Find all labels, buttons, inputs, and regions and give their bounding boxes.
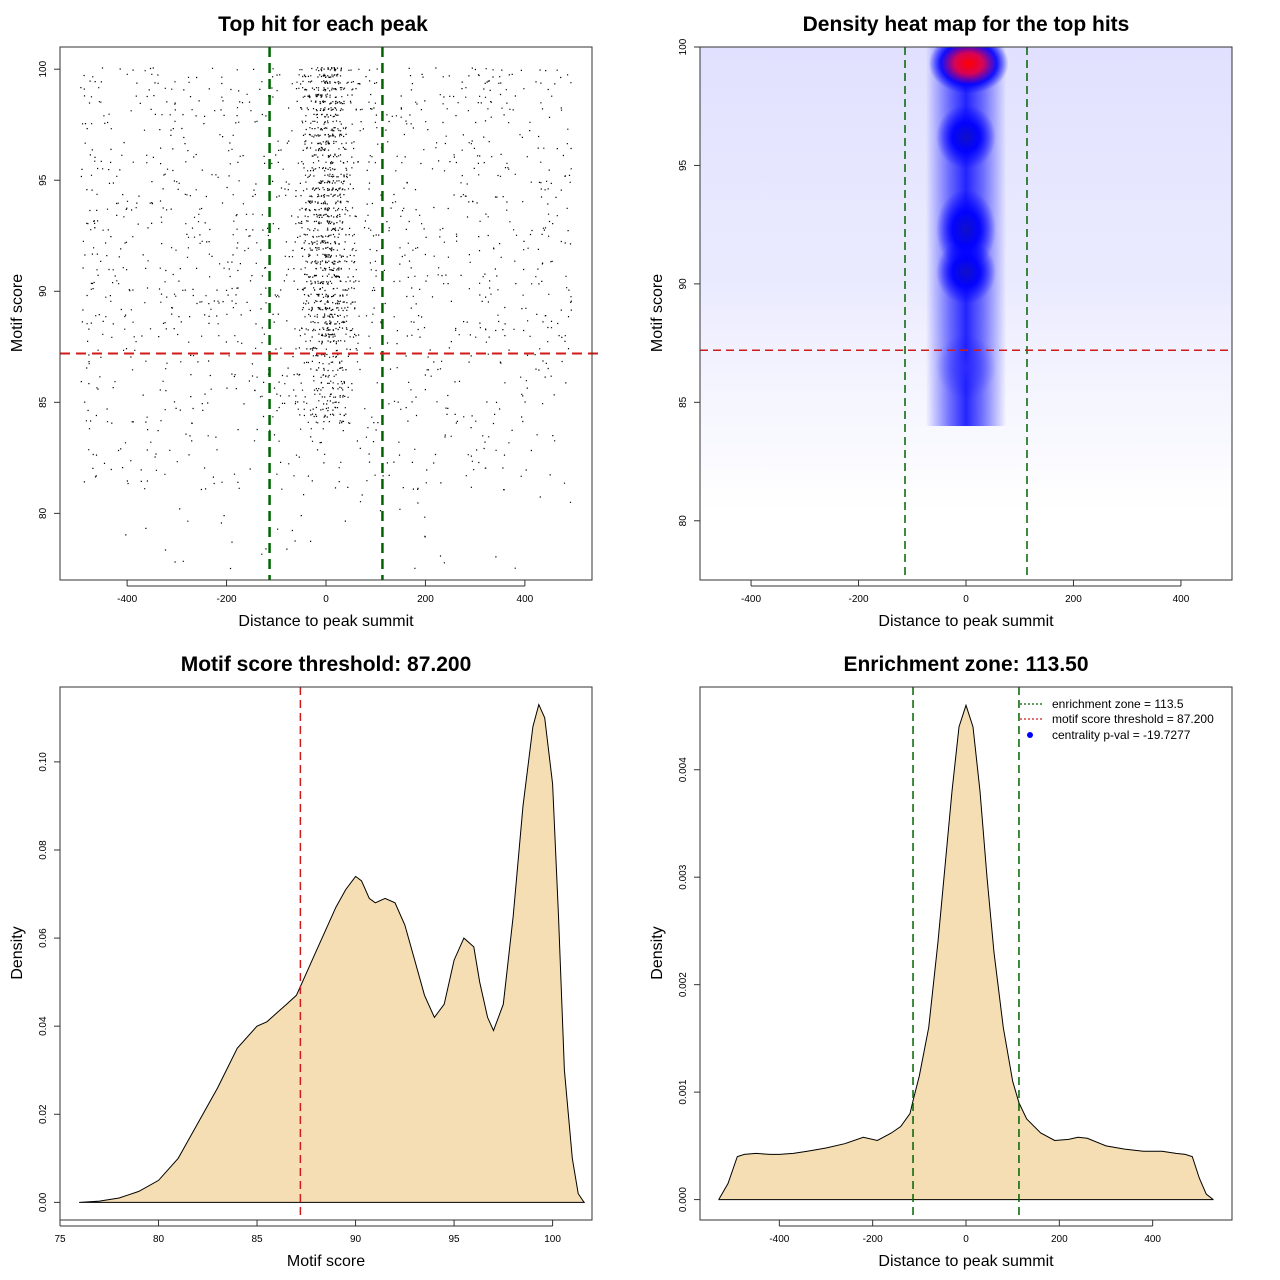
y-tick-label: 0.00 bbox=[38, 1192, 49, 1212]
y-tick-label: 0.10 bbox=[38, 752, 49, 772]
y-tick-label: 85 bbox=[38, 396, 49, 408]
y-tick-label: 100 bbox=[38, 60, 49, 77]
x-tick-label: 0 bbox=[963, 1234, 969, 1245]
legend-pval-dot bbox=[1027, 732, 1033, 738]
panel-heatmap: Density heat map for the top hits -400 -2… bbox=[649, 13, 1233, 630]
heatmap-title: Density heat map for the top hits bbox=[803, 13, 1130, 36]
x-tick-label: 0 bbox=[323, 594, 329, 605]
distance-density-y-axis: 0.000 0.001 0.002 0.003 0.004 bbox=[678, 757, 700, 1212]
heatmap-hotspot bbox=[936, 240, 996, 305]
scatter-point-cloud bbox=[80, 67, 572, 570]
x-tick-label: 100 bbox=[544, 1234, 561, 1245]
heatmap-x-label: Distance to peak summit bbox=[878, 613, 1054, 630]
y-tick-label: 90 bbox=[678, 278, 689, 290]
panel-scatter: Top hit for each peak -400 -200 0 200 400 80… bbox=[9, 13, 599, 630]
distance-density-x-label: Distance to peak summit bbox=[878, 1253, 1054, 1270]
distance-density-curve bbox=[716, 703, 1215, 1201]
distance-density-y-label: Density bbox=[649, 926, 666, 979]
y-tick-label: 95 bbox=[678, 159, 689, 171]
x-tick-label: -200 bbox=[863, 1234, 883, 1245]
x-tick-label: 200 bbox=[1051, 1234, 1068, 1245]
x-tick-label: 0 bbox=[963, 594, 969, 605]
y-tick-label: 100 bbox=[678, 38, 689, 55]
x-tick-label: -400 bbox=[741, 594, 761, 605]
heatmap-field bbox=[700, 47, 1232, 580]
x-tick-label: 95 bbox=[449, 1234, 461, 1245]
x-tick-label: -400 bbox=[769, 1234, 789, 1245]
x-tick-label: 400 bbox=[1144, 1234, 1161, 1245]
heatmap-x-axis: -400 -200 0 200 400 bbox=[741, 580, 1190, 605]
panel-score-density: Motif score threshold: 87.200 75 80 85 90 95… bbox=[9, 653, 593, 1270]
heatmap-hotspot bbox=[936, 334, 996, 399]
scatter-x-axis: -400 -200 0 200 400 bbox=[117, 580, 534, 605]
y-tick-label: 0.003 bbox=[678, 864, 689, 889]
score-density-x-axis: 75 80 85 90 95 100 bbox=[54, 1220, 561, 1245]
x-tick-label: 400 bbox=[1173, 594, 1190, 605]
heatmap-hotspot bbox=[928, 47, 1009, 94]
x-tick-label: 80 bbox=[153, 1234, 165, 1245]
y-tick-label: 0.000 bbox=[678, 1187, 689, 1212]
y-tick-label: 0.001 bbox=[678, 1079, 689, 1104]
y-tick-label: 95 bbox=[38, 174, 49, 186]
y-tick-label: 0.004 bbox=[678, 757, 689, 782]
x-tick-label: 90 bbox=[350, 1234, 362, 1245]
x-tick-label: 400 bbox=[517, 594, 534, 605]
scatter-points bbox=[80, 67, 572, 570]
x-tick-label: 85 bbox=[251, 1234, 263, 1245]
heatmap-hotspot bbox=[936, 105, 996, 170]
panel-distance-density: Enrichment zone: 113.50 -400 -200 0 200 400 … bbox=[649, 653, 1233, 1270]
y-tick-label: 0.04 bbox=[38, 1016, 49, 1036]
scatter-x-label: Distance to peak summit bbox=[238, 613, 414, 630]
score-density-curve bbox=[79, 703, 586, 1204]
y-tick-label: 0.02 bbox=[38, 1104, 49, 1124]
score-density-x-label: Motif score bbox=[287, 1253, 365, 1270]
y-tick-label: 90 bbox=[38, 285, 49, 297]
distance-density-x-axis: -400 -200 0 200 400 bbox=[769, 1220, 1161, 1245]
x-tick-label: 200 bbox=[417, 594, 434, 605]
scatter-title: Top hit for each peak bbox=[218, 13, 428, 36]
legend: enrichment zone = 113.5 motif score thre… bbox=[1020, 697, 1214, 742]
scatter-frame bbox=[59, 46, 593, 581]
score-density-title: Motif score threshold: 87.200 bbox=[181, 653, 472, 676]
y-tick-label: 0.06 bbox=[38, 928, 49, 948]
heatmap-y-label: Motif score bbox=[649, 274, 666, 352]
x-tick-label: -200 bbox=[849, 594, 869, 605]
x-tick-label: -200 bbox=[217, 594, 237, 605]
score-density-frame bbox=[59, 686, 593, 1221]
y-tick-label: 0.002 bbox=[678, 972, 689, 997]
x-tick-label: -400 bbox=[117, 594, 137, 605]
y-tick-label: 0.08 bbox=[38, 840, 49, 860]
score-density-y-axis: 0.00 0.02 0.04 0.06 0.08 0.10 bbox=[38, 752, 60, 1212]
y-tick-label: 80 bbox=[678, 515, 689, 527]
heatmap-y-axis: 80 85 90 95 100 bbox=[678, 38, 700, 526]
legend-pval-label: centrality p-val = -19.7277 bbox=[1052, 728, 1191, 742]
legend-enrichment-label: enrichment zone = 113.5 bbox=[1052, 697, 1184, 711]
x-tick-label: 75 bbox=[54, 1234, 66, 1245]
legend-threshold-label: motif score threshold = 87.200 bbox=[1052, 712, 1214, 726]
score-density-y-label: Density bbox=[9, 926, 26, 979]
scatter-y-axis: 80 85 90 95 100 bbox=[38, 60, 60, 519]
x-tick-label: 200 bbox=[1065, 594, 1082, 605]
scatter-y-label: Motif score bbox=[9, 274, 26, 352]
y-tick-label: 85 bbox=[678, 396, 689, 408]
distance-density-title: Enrichment zone: 113.50 bbox=[843, 653, 1088, 676]
y-tick-label: 80 bbox=[38, 507, 49, 519]
